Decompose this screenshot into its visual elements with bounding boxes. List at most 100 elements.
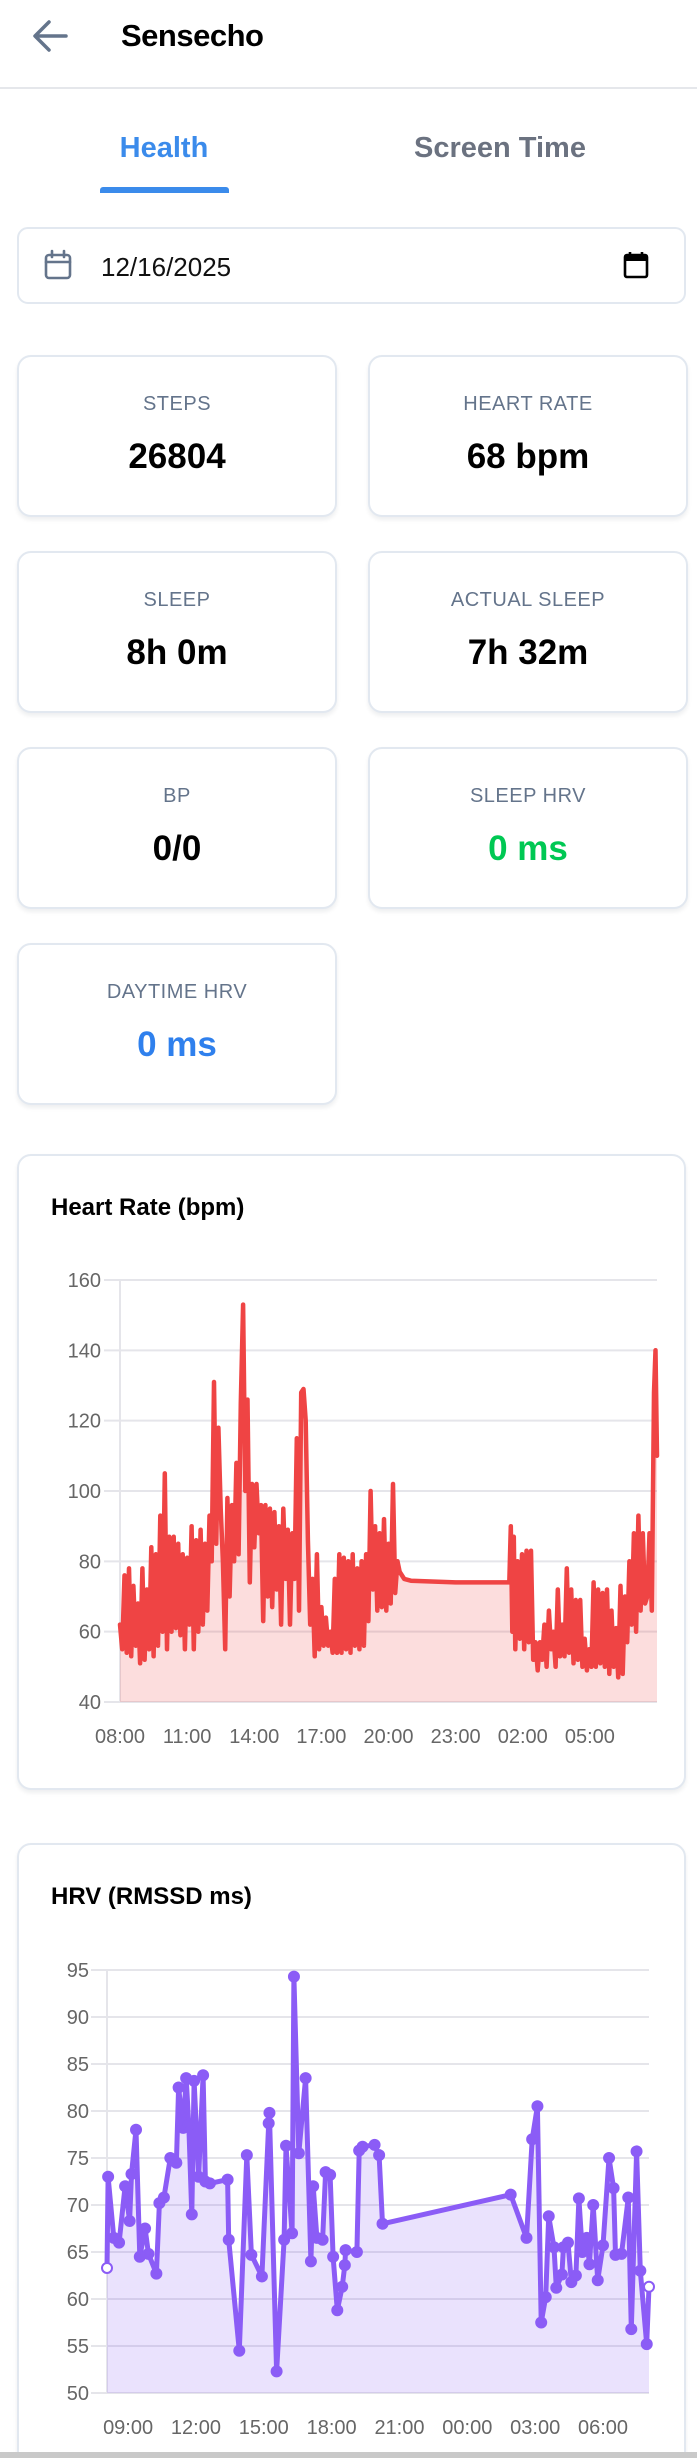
calendar-filled-icon[interactable] (623, 251, 649, 279)
data-point (157, 2191, 170, 2204)
chart-title: Heart Rate (bpm) (51, 1194, 245, 1221)
data-point (233, 2344, 246, 2357)
data-point (622, 2191, 635, 2204)
data-point (255, 2270, 268, 2283)
x-tick-label: 17:00 (296, 1726, 346, 1748)
data-point (150, 2267, 163, 2280)
x-tick-label: 00:00 (442, 2417, 492, 2439)
stat-card-bp: BP 0/0 (17, 747, 337, 909)
y-tick-label: 80 (67, 2101, 89, 2123)
data-point (221, 2173, 234, 2186)
data-point (263, 2106, 276, 2119)
x-tick-label: 14:00 (229, 1726, 279, 1748)
x-tick-label: 23:00 (431, 1726, 481, 1748)
heart-rate-chart: 160 140 120 100 80 60 40 08:00 11:00 14:00 17:00 20… (68, 1270, 660, 1748)
data-point (188, 2074, 201, 2087)
y-tick-label: 160 (68, 1270, 101, 1292)
tab-screen-time[interactable]: Screen Time (414, 132, 586, 164)
horizontal-scrollbar[interactable] (0, 2452, 697, 2458)
data-point (139, 2222, 152, 2235)
data-point (307, 2180, 320, 2193)
active-tab-indicator (100, 187, 229, 193)
stat-value: 68 bpm (466, 437, 590, 476)
data-point (102, 2170, 115, 2183)
data-point (222, 2233, 235, 2246)
heart-rate-chart-card: Heart Rate (bpm) 160 140 120 100 80 60 40 08:00… (17, 1154, 686, 1790)
stat-card-daytime-hrv: DAYTIME HRV 0 ms (17, 943, 337, 1105)
data-point (373, 2149, 386, 2162)
data-point (587, 2199, 600, 2211)
x-tick-label: 21:00 (374, 2417, 424, 2439)
y-tick-label: 70 (67, 2195, 89, 2217)
data-point (130, 2123, 143, 2136)
data-point (287, 1970, 300, 1983)
data-point (561, 2236, 574, 2249)
x-tick-label: 12:00 (171, 2417, 221, 2439)
chart-title: HRV (RMSSD ms) (51, 1883, 252, 1910)
stat-value: 0 ms (488, 829, 568, 868)
data-point (555, 2268, 568, 2281)
data-point (240, 2149, 253, 2162)
y-tick-label: 50 (67, 2383, 89, 2405)
data-point (583, 2258, 596, 2271)
data-point (520, 2231, 533, 2244)
app-header: Sensecho (0, 0, 697, 89)
stat-card-steps: STEPS 26804 (17, 355, 337, 517)
data-point (119, 2180, 132, 2193)
app-title: Sensecho (121, 18, 264, 53)
data-point (113, 2236, 126, 2249)
data-point (123, 2214, 136, 2227)
data-point (304, 2255, 317, 2268)
data-point (245, 2248, 258, 2261)
data-point (615, 2247, 628, 2260)
y-tick-label: 60 (67, 2289, 89, 2311)
tab-health[interactable]: Health (119, 132, 209, 164)
data-point (125, 2167, 138, 2180)
data-point (634, 2264, 647, 2277)
data-point (576, 2246, 589, 2258)
data-point (170, 2156, 183, 2169)
data-point (630, 2145, 643, 2158)
data-point (286, 2227, 299, 2240)
stat-card-sleep-hrv: SLEEP HRV 0 ms (368, 747, 688, 909)
x-tick-label: 20:00 (363, 1726, 413, 1748)
data-point (535, 2316, 548, 2329)
stat-value: 7h 32m (467, 633, 589, 672)
data-point (338, 2259, 351, 2272)
y-tick-label: 75 (67, 2148, 89, 2170)
data-point (316, 2233, 329, 2246)
arrow-left-icon (33, 20, 68, 52)
y-tick-label: 60 (79, 1622, 101, 1644)
data-point (368, 2138, 381, 2151)
data-point (203, 2177, 216, 2190)
data-point (542, 2210, 555, 2223)
y-tick-label: 90 (67, 2007, 89, 2029)
data-point (197, 2069, 210, 2082)
y-tick-label: 95 (67, 1960, 89, 1982)
stat-value: 0 ms (137, 1025, 217, 1064)
hrv-chart-card: HRV (RMSSD ms) 95 90 85 80 75 70 65 60 55 50 09:00… (17, 1843, 686, 2458)
data-point (292, 2147, 305, 2160)
data-point (101, 2261, 113, 2274)
data-point (327, 2250, 340, 2263)
stat-label: ACTUAL SLEEP (450, 589, 606, 611)
data-point (550, 2281, 563, 2294)
y-tick-label: 65 (67, 2242, 89, 2264)
y-tick-label: 55 (67, 2336, 89, 2358)
stat-label: SLEEP (143, 589, 211, 611)
data-point (280, 2139, 293, 2152)
stat-value: 26804 (128, 437, 226, 476)
data-point (299, 2072, 312, 2085)
x-tick-label: 03:00 (510, 2417, 560, 2439)
stat-card-heart-rate: HEART RATE 68 bpm (368, 355, 688, 517)
data-point (356, 2140, 369, 2153)
data-point (182, 2119, 195, 2132)
stat-label: DAYTIME HRV (106, 981, 248, 1003)
x-tick-label: 08:00 (95, 1726, 145, 1748)
back-button[interactable] (30, 16, 72, 56)
data-point (603, 2152, 616, 2164)
date-input[interactable]: 12/16/2025 (17, 227, 686, 304)
data-point (539, 2291, 552, 2304)
y-tick-label: 100 (68, 1481, 101, 1503)
data-point (597, 2239, 610, 2252)
